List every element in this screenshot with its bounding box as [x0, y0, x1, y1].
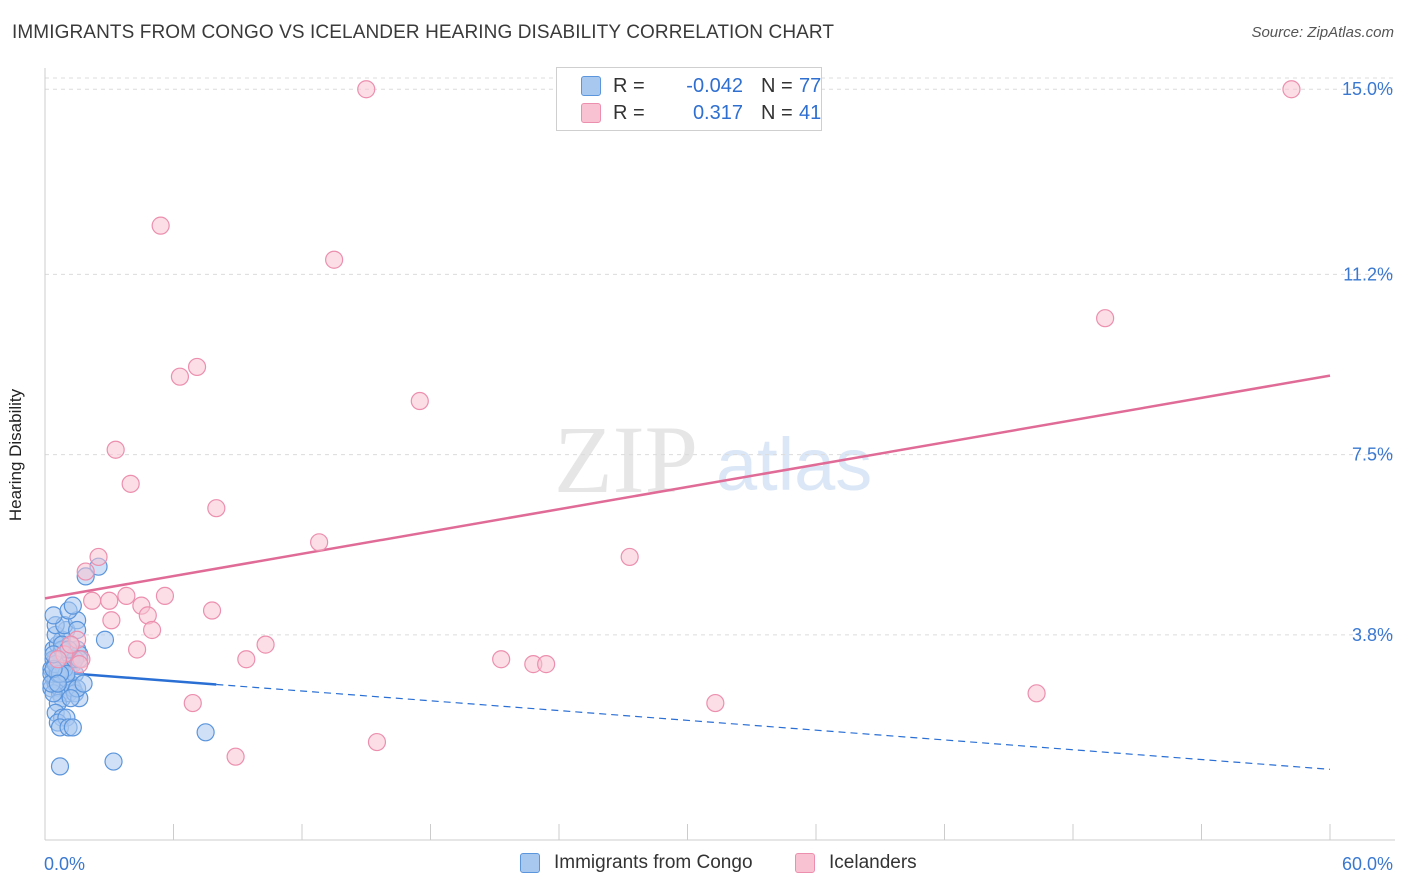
data-point-congo [44, 606, 63, 625]
data-point-icelanders [155, 586, 175, 605]
data-point-icelanders [170, 367, 190, 386]
x-tick-label: 60.0% [1342, 854, 1393, 874]
legend-r-label: R = [613, 75, 645, 97]
data-point-icelanders [256, 635, 275, 654]
data-points [42, 80, 1301, 776]
data-point-icelanders [187, 357, 207, 377]
series-legend: Immigrants from Congo Icelanders [0, 850, 1406, 880]
series-swatch-congo [520, 853, 540, 873]
trend-line-icelanders [44, 374, 1331, 600]
data-point-icelanders [106, 440, 125, 459]
tick-labels: 3.8% 7.5% 11.2% 15.0% 0.0% 60.0% [44, 79, 1393, 874]
legend-n-value-congo: 77 [799, 75, 822, 97]
data-point-icelanders [61, 635, 80, 654]
data-point-icelanders [310, 533, 329, 552]
data-point-icelanders [1027, 684, 1046, 703]
legend-swatch-congo [581, 76, 601, 96]
data-point-icelanders [706, 693, 725, 713]
y-axis-label: Hearing Disability [6, 388, 25, 522]
data-point-congo [48, 674, 67, 693]
chart-title: IMMIGRANTS FROM CONGO VS ICELANDER HEARI… [12, 22, 835, 43]
data-point-congo [74, 674, 93, 693]
source-credit: Source: ZipAtlas.com [1251, 24, 1394, 41]
data-point-icelanders [202, 601, 222, 620]
data-point-icelanders [237, 650, 256, 669]
watermark-zip: ZIP [554, 406, 698, 513]
data-point-icelanders [620, 547, 639, 567]
watermark-atlas: atlas [716, 423, 872, 506]
data-point-icelanders [367, 732, 387, 752]
data-point-congo [50, 757, 70, 776]
legend-r-value-congo: -0.042 [686, 75, 743, 97]
legend-r-label: R = [613, 102, 645, 124]
legend-n-label: N = [761, 75, 793, 97]
data-point-icelanders [83, 591, 102, 610]
data-point-congo [196, 723, 215, 742]
series-swatch-icelanders [795, 853, 815, 873]
gridlines [45, 77, 1395, 636]
data-point-icelanders [100, 591, 119, 610]
data-point-icelanders [1282, 80, 1301, 99]
data-point-icelanders [410, 391, 429, 411]
watermark: ZIP atlas [554, 406, 872, 513]
data-point-icelanders [492, 650, 511, 669]
data-point-congo [63, 596, 82, 615]
data-point-icelanders [117, 586, 136, 605]
x-tick-label: 0.0% [44, 854, 85, 874]
legend-swatch-icelanders [581, 103, 601, 123]
data-point-congo [63, 718, 82, 737]
data-point-icelanders [48, 650, 67, 669]
data-point-icelanders [325, 250, 344, 269]
data-point-icelanders [127, 640, 147, 659]
y-tick-label: 7.5% [1352, 445, 1393, 465]
y-tick-label: 3.8% [1352, 625, 1393, 645]
correlation-legend: R = -0.042 N = 77 R = 0.317 N = 41 [556, 67, 822, 131]
legend-r-value-icelanders: 0.317 [692, 102, 743, 124]
y-tick-label: 15.0% [1342, 79, 1393, 99]
axes [44, 68, 1395, 841]
trend-line-congo-dashed [216, 683, 1331, 770]
series-label-icelanders: Icelanders [829, 852, 917, 873]
data-point-icelanders [183, 693, 202, 713]
data-point-icelanders [226, 747, 245, 766]
data-point-icelanders [70, 655, 89, 674]
data-point-icelanders [76, 562, 95, 581]
data-point-icelanders [102, 611, 121, 630]
y-tick-label: 11.2% [1343, 264, 1393, 284]
data-point-icelanders [207, 499, 226, 518]
legend-n-value-icelanders: 41 [799, 102, 822, 124]
data-point-icelanders [121, 474, 140, 493]
data-point-icelanders [1096, 309, 1115, 328]
series-label-congo: Immigrants from Congo [554, 852, 753, 873]
data-point-congo [61, 689, 80, 708]
data-point-icelanders [357, 80, 376, 99]
legend-n-label: N = [761, 102, 793, 124]
data-point-icelanders [537, 655, 556, 674]
data-point-icelanders [151, 216, 170, 235]
data-point-congo [95, 630, 115, 649]
data-point-icelanders [89, 547, 108, 567]
data-point-icelanders [142, 620, 162, 640]
data-point-congo [104, 752, 123, 771]
